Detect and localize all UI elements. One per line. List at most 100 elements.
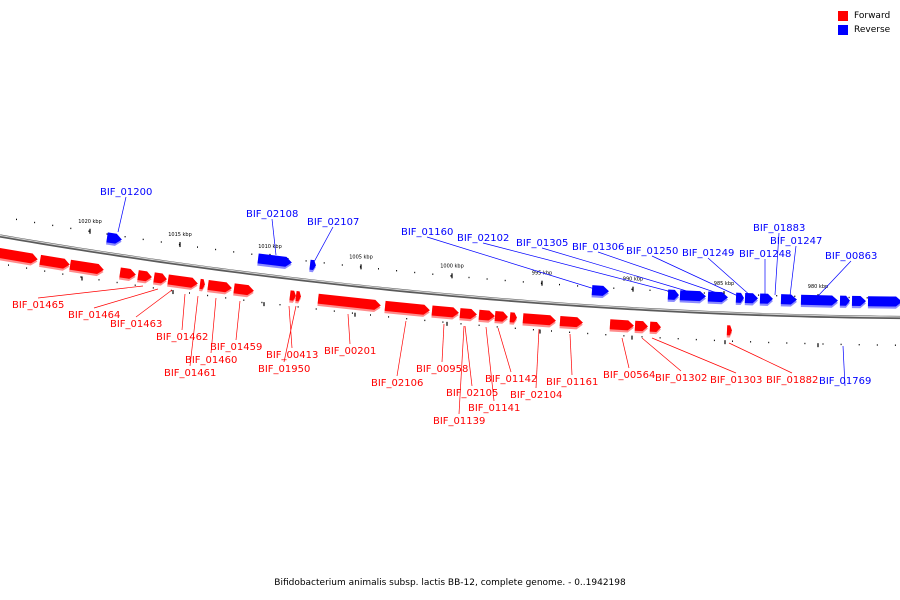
gene-label: BIF_01950 [258, 364, 310, 375]
gene-arrow-reverse [780, 294, 797, 307]
scale-label: 1000 kbp [440, 263, 464, 269]
leader-line [651, 337, 737, 374]
minor-tick [460, 323, 462, 325]
minor-tick [243, 299, 245, 301]
labels-layer: BIF_01465BIF_01464BIF_01463BIF_01462BIF_… [12, 187, 877, 427]
gene-label: BIF_00413 [266, 350, 318, 361]
gene-arrow-reverse [707, 291, 728, 305]
gene-arrow-forward [69, 259, 104, 277]
minor-tick [450, 275, 452, 277]
gene-arrow-forward [559, 316, 583, 330]
gene-label: BIF_01769 [819, 376, 871, 387]
leader-line [541, 247, 691, 293]
gene-label: BIF_01247 [770, 236, 822, 247]
minor-tick [631, 288, 633, 290]
gene-arrow-forward [167, 274, 198, 290]
gene-label: BIF_00863 [825, 251, 877, 262]
minor-tick [613, 287, 615, 289]
gene-label: BIF_01142 [485, 374, 537, 385]
minor-tick [794, 295, 796, 297]
leader-line [641, 337, 682, 372]
minor-tick [70, 227, 72, 230]
minor-tick [351, 312, 353, 314]
ticks-layer: 1020 kbp 1015 kbp 1010 kbp 1005 kbp 1000 kbp… [8, 218, 896, 348]
scale-label: 995 kbp [532, 271, 552, 277]
gene-arrow-forward [494, 310, 508, 324]
minor-tick [577, 285, 579, 287]
minor-tick [496, 326, 498, 328]
gene-arrow-reverse [257, 253, 292, 269]
minor-tick [106, 233, 108, 235]
gene-arrow-reverse [309, 259, 316, 273]
gene-arrow-forward [609, 319, 634, 333]
gene-arrow-forward [295, 291, 301, 304]
gene-arrow-forward [233, 283, 254, 298]
minor-tick [8, 264, 9, 266]
gene-label: BIF_01303 [710, 375, 762, 386]
legend-label-forward: Forward [854, 11, 891, 21]
minor-tick [124, 236, 126, 238]
minor-tick [768, 341, 770, 344]
minor-tick [641, 336, 643, 338]
minor-tick [333, 310, 335, 312]
leader-line [707, 257, 753, 298]
minor-tick [16, 218, 17, 221]
gene-arrow-reverse [744, 292, 758, 306]
minor-tick [396, 270, 398, 272]
legend-swatch-reverse [838, 25, 848, 35]
minor-tick [432, 273, 434, 275]
scale-label: 990 kbp [623, 277, 643, 283]
gene-arrow-reverse [867, 296, 900, 309]
minor-tick [414, 271, 416, 274]
gene-arrow-reverse [851, 295, 866, 309]
minor-tick [142, 238, 144, 241]
gene-arrow-reverse [735, 292, 744, 306]
minor-tick [207, 294, 209, 297]
minor-tick [732, 340, 733, 342]
leader-line [458, 325, 465, 415]
gene-arrow-reverse [591, 285, 609, 299]
gene-label: BIF_01463 [110, 319, 162, 330]
leader-line [464, 325, 473, 387]
minor-tick [866, 297, 868, 299]
scale-label: 1020 kbp [78, 219, 102, 225]
scale-label: 1010 kbp [258, 244, 282, 250]
leader-line [313, 226, 334, 263]
gene-arrow-reverse [679, 290, 706, 304]
leader-line [189, 295, 199, 367]
leader-line [482, 242, 673, 293]
gene-label: BIF_01141 [468, 403, 520, 414]
minor-tick [569, 331, 571, 333]
gene-arrow-forward [431, 305, 459, 320]
minor-tick [840, 343, 842, 346]
gene-label: BIF_01464 [68, 310, 120, 321]
scale-label: 1005 kbp [349, 254, 373, 260]
leader-line [597, 251, 721, 295]
gene-label: BIF_01302 [655, 373, 707, 384]
minor-tick [215, 248, 217, 251]
gene-arrow-forward [153, 272, 167, 286]
minor-tick [858, 344, 860, 346]
minor-tick [677, 338, 679, 340]
minor-tick [695, 338, 697, 341]
gene-label: BIF_02102 [457, 233, 509, 244]
gene-label: BIF_01160 [401, 227, 453, 238]
leader-line [789, 245, 797, 297]
gene-label: BIF_02105 [446, 388, 498, 399]
minor-tick [80, 276, 82, 278]
legend-label-reverse: Reverse [854, 25, 891, 35]
leader-line [774, 232, 780, 296]
minor-tick [406, 318, 408, 320]
minor-tick [34, 221, 36, 224]
legend-item-forward: Forward [838, 9, 890, 23]
gene-arrow-forward [649, 321, 661, 335]
leader-line [135, 289, 173, 318]
scale-label: 980 kbp [808, 284, 828, 290]
leader-line [283, 305, 297, 363]
gene-arrow-reverse [839, 295, 850, 308]
minor-tick [225, 297, 227, 299]
gene-label: BIF_02104 [510, 390, 562, 401]
leader-line [288, 305, 293, 349]
genome-backbone-highlight [0, 234, 900, 318]
gene-label: BIF_01139 [433, 416, 485, 427]
